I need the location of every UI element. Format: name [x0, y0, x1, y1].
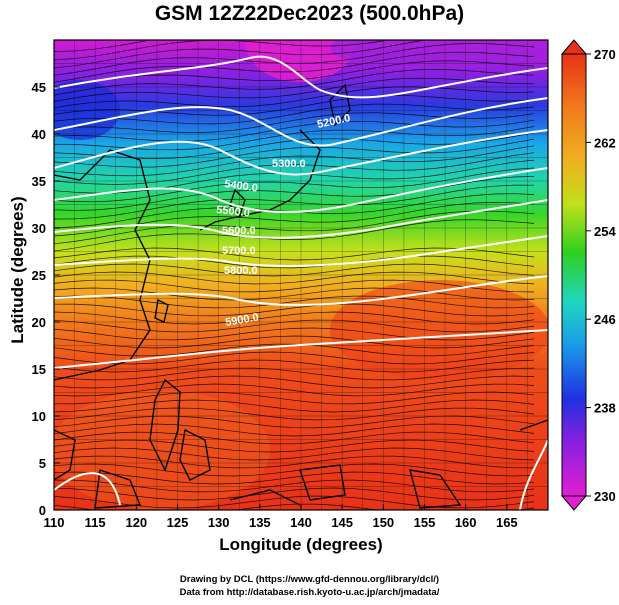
x-tick-label: 115 — [85, 515, 106, 530]
y-tick-label: 5 — [39, 456, 46, 471]
credit-line-dcl: Drawing by DCL (https://www.gfd-dennou.o… — [179, 574, 440, 585]
y-tick-label: 10 — [32, 409, 46, 424]
temperature-field: 5200.0 5300.0 5400.0 5500.0 5600.0 5700.… — [54, 40, 548, 510]
contour-label: 5500.0 — [216, 204, 251, 219]
y-tick-label: 15 — [32, 362, 46, 377]
contour-label: 5400.0 — [224, 178, 259, 195]
colorbar-tick-label: 238 — [594, 401, 616, 416]
x-tick-label: 125 — [167, 515, 189, 530]
credit-line-data: Data from http://database.rish.kyoto-u.a… — [179, 587, 440, 598]
x-tick-label: 110 — [44, 515, 65, 530]
y-tick-label: 25 — [32, 268, 46, 283]
x-tick-label: 150 — [372, 515, 394, 530]
x-tick-label: 130 — [208, 515, 230, 530]
y-axis-label: Latitude (degrees) — [8, 196, 27, 344]
x-tick-label: 160 — [455, 515, 477, 530]
contour-label: 5900.0 — [224, 311, 259, 329]
x-tick-label: 135 — [249, 515, 271, 530]
contour-labels: 5200.0 5300.0 5400.0 5500.0 5600.0 5700.… — [216, 112, 352, 329]
y-axis-ticks: 0 5 10 15 20 25 30 35 40 45 — [32, 80, 60, 518]
contour-label: 5800.0 — [224, 265, 258, 277]
height-contours — [54, 55, 548, 510]
x-tick-label: 155 — [414, 515, 436, 530]
y-tick-label: 35 — [32, 174, 46, 189]
colorbar-tick-label: 262 — [594, 135, 616, 150]
contour-label: 5700.0 — [222, 245, 256, 257]
contour-label: 5300.0 — [272, 158, 306, 170]
x-tick-label: 145 — [331, 515, 353, 530]
colorbar: 230 238 246 254 262 270 — [560, 39, 616, 511]
x-tick-label: 165 — [496, 515, 518, 530]
colorbar-tick-label: 270 — [594, 47, 616, 62]
y-tick-label: 30 — [32, 221, 46, 236]
contour-label: 5600.0 — [222, 225, 256, 237]
x-tick-label: 120 — [125, 515, 147, 530]
y-tick-label: 0 — [39, 503, 46, 518]
y-tick-label: 20 — [32, 315, 46, 330]
y-tick-label: 40 — [32, 127, 46, 142]
colorbar-tick-label: 254 — [594, 224, 616, 239]
chart-title: GSM 12Z22Dec2023 (500.0hPa) — [154, 2, 465, 25]
colorbar-max-arrow — [560, 39, 588, 55]
colorbar-tick-label: 230 — [594, 489, 616, 504]
colorbar-min-arrow — [560, 495, 588, 511]
y-tick-label: 45 — [32, 80, 46, 95]
x-axis-ticks: 110 115 120 125 130 135 140 145 150 155 160 165 — [44, 504, 518, 530]
colorbar-scale — [561, 53, 587, 497]
x-axis-label: Longitude (degrees) — [219, 535, 383, 554]
x-tick-label: 140 — [290, 515, 312, 530]
colorbar-tick-label: 246 — [594, 312, 616, 327]
